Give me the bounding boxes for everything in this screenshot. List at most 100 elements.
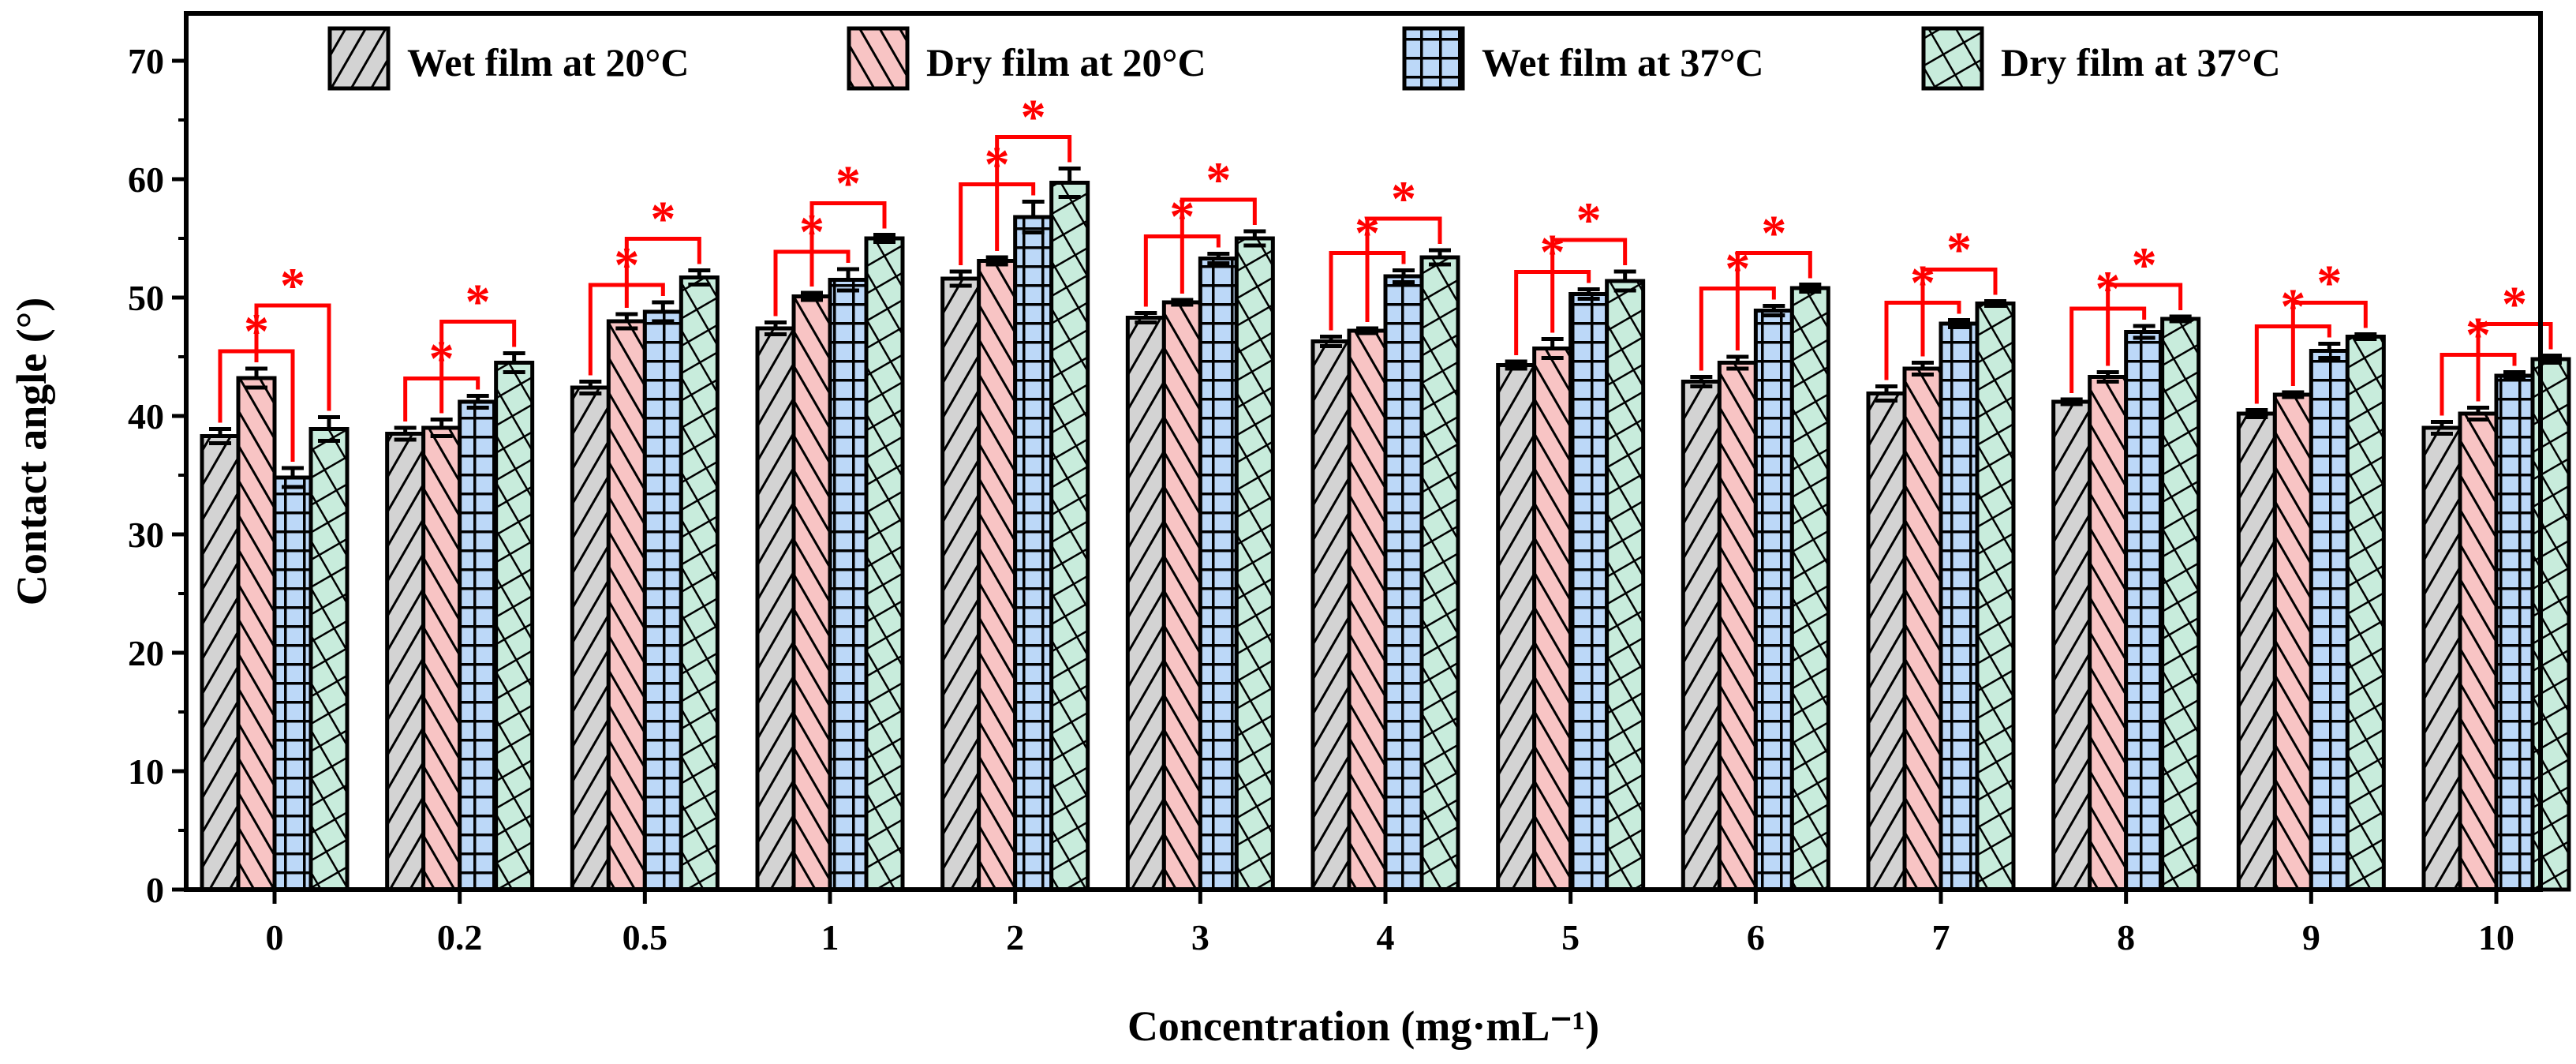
bar [2421,425,2462,892]
bar [1866,392,1907,892]
significance-bracket [1735,251,1812,350]
plot-frame [184,11,2543,892]
error-bar [2060,397,2083,406]
x-tick-label: 0.5 [623,917,668,957]
bar [1532,347,1573,892]
error-bar [837,267,859,293]
error-bar [318,415,340,443]
bar [2309,349,2350,892]
bar [2051,399,2092,892]
significance-bracket [2106,283,2183,366]
x-tick-label: 1 [821,917,839,957]
y-tick-label: 10 [128,751,164,792]
significance-bracket [2476,322,2553,402]
bar [679,275,720,892]
error-bar [2245,408,2268,419]
bar [1496,363,1537,892]
error-bar [1429,248,1451,267]
bar [2088,375,2129,892]
error-bar [2096,370,2119,384]
significance-star: * [650,191,675,247]
x-tick-label: 0 [266,917,284,957]
plot-area: ****** ** ************* ** *** [200,89,2571,892]
error-bar [209,427,231,445]
bar [1681,380,1722,892]
significance-star: * [2132,237,2157,293]
legend-swatch [327,26,391,91]
error-bar [1690,375,1713,388]
bar [2494,373,2535,892]
error-bar [1984,299,2006,308]
significance-star: * [1391,170,1416,227]
significance-bracket [254,303,331,411]
bar [1161,300,1202,892]
significance-bracket [1365,216,1442,322]
significance-star: * [836,155,861,212]
x-tick-label: 8 [2117,917,2135,957]
bar [864,236,905,892]
error-bar [1243,229,1266,248]
significance-bracket [1920,268,1998,357]
legend-label: Dry film at 20°C [926,40,1206,84]
y-tick-label: 30 [128,515,164,555]
error-bar [466,394,489,410]
significance-star: * [1576,192,1602,248]
error-bar [1356,326,1378,335]
legend: Wet film at 20°C Dry film at 20°C Wet film… [327,26,2281,91]
y-tick-label: 20 [128,633,164,673]
error-bar [2540,354,2562,365]
x-tick-label: 3 [1191,917,1209,957]
bar [1975,302,2016,892]
error-bar [579,380,602,395]
error-bar [1320,335,1342,348]
error-bar [1207,252,1230,265]
x-tick-label: 9 [2302,917,2320,957]
error-bar [2503,370,2526,381]
bar [1347,328,1388,892]
significance-star: * [2316,255,2342,311]
error-bar [652,300,675,324]
bar [828,278,869,892]
x-tick-label: 2 [1006,917,1024,957]
error-bar [1799,283,1822,294]
bar [2124,330,2165,892]
bar [2160,317,2201,892]
error-bar [985,255,1008,267]
bar [570,385,611,892]
bar [236,376,277,892]
significance-star: * [280,257,305,313]
bar [1013,215,1054,892]
error-bar [1577,287,1600,301]
legend-swatch [1402,26,1465,91]
bar [421,425,462,892]
error-bar [2431,420,2453,436]
significance-star: * [1021,89,1046,145]
error-bar [1912,361,1934,377]
bar [458,399,499,892]
x-axis: 0 0.2 0.5 1 2 3 4 5 6 7 8 9 10 [266,890,2514,957]
x-tick-label: 6 [1747,917,1765,957]
significance-bracket [1180,197,1257,294]
error-bar [2282,390,2305,399]
error-bar [1022,200,1045,234]
significance-star: * [1761,205,1786,261]
significance-bracket [624,237,701,308]
x-tick-label: 0.2 [437,917,483,957]
y-tick-label: 0 [146,870,164,910]
significance-bracket [809,201,887,287]
bar [1789,286,1830,892]
x-tick-label: 10 [2478,917,2514,957]
error-bar [1726,354,1749,371]
bar [2272,392,2313,892]
bar [1717,361,1758,892]
y-axis: 0 10 20 30 40 50 60 70 [128,41,186,910]
error-bar [394,425,417,442]
error-bar [1948,318,1970,329]
bar [1902,366,1943,892]
bar [308,427,350,892]
significance-bracket [2290,301,2368,386]
bar [200,434,241,892]
bar [642,309,683,892]
error-bar [1058,167,1081,199]
